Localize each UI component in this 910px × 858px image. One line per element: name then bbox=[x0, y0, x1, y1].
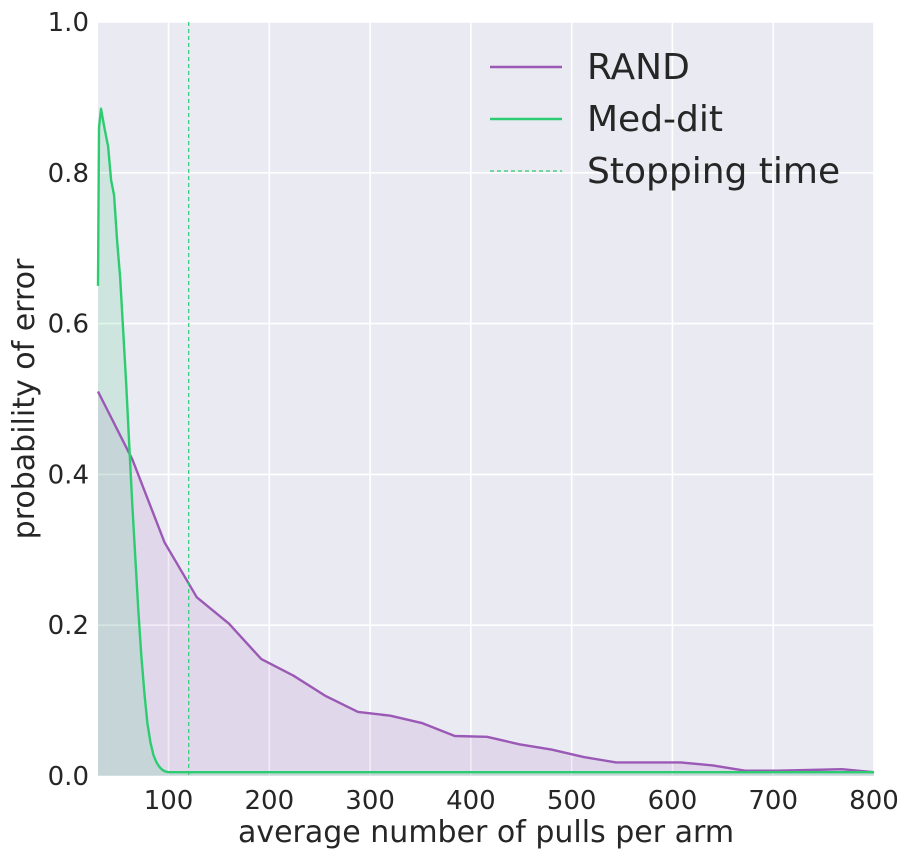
y-tick-label: 0.8 bbox=[48, 159, 89, 189]
y-tick-label: 0.4 bbox=[48, 460, 89, 490]
legend-label-med-dit: Med-dit bbox=[587, 99, 723, 140]
series-lines bbox=[96, 22, 875, 776]
tick-labels: 100 200 300 400 500 600 700 800 0.0 0.2 0.4 0.6 0.8 1… bbox=[48, 8, 899, 816]
legend: RAND Med-dit Stopping time bbox=[490, 47, 840, 192]
x-tick-label: 400 bbox=[446, 786, 496, 816]
y-tick-label: 0.6 bbox=[48, 310, 89, 340]
x-tick-label: 300 bbox=[345, 786, 395, 816]
y-tick-label: 0.0 bbox=[48, 762, 89, 792]
plot-background bbox=[98, 22, 874, 776]
y-axis-label: probability of error bbox=[7, 258, 42, 539]
x-tick-label: 800 bbox=[849, 786, 899, 816]
legend-label-stopping-time: Stopping time bbox=[587, 151, 840, 192]
x-tick-label: 600 bbox=[648, 786, 698, 816]
series-line-med-dit bbox=[96, 107, 874, 774]
legend-label-rand: RAND bbox=[587, 47, 690, 88]
series-line-rand bbox=[96, 390, 875, 774]
x-tick-label: 500 bbox=[547, 786, 597, 816]
grid bbox=[98, 21, 875, 777]
x-tick-label: 200 bbox=[245, 786, 295, 816]
x-axis-label: average number of pulls per arm bbox=[238, 815, 734, 850]
y-tick-label: 0.2 bbox=[48, 611, 89, 641]
series-fills bbox=[98, 108, 874, 776]
x-tick-label: 700 bbox=[748, 786, 798, 816]
x-tick-label: 100 bbox=[144, 786, 194, 816]
area-fill-rand bbox=[98, 391, 874, 776]
y-tick-label: 1.0 bbox=[48, 8, 89, 38]
